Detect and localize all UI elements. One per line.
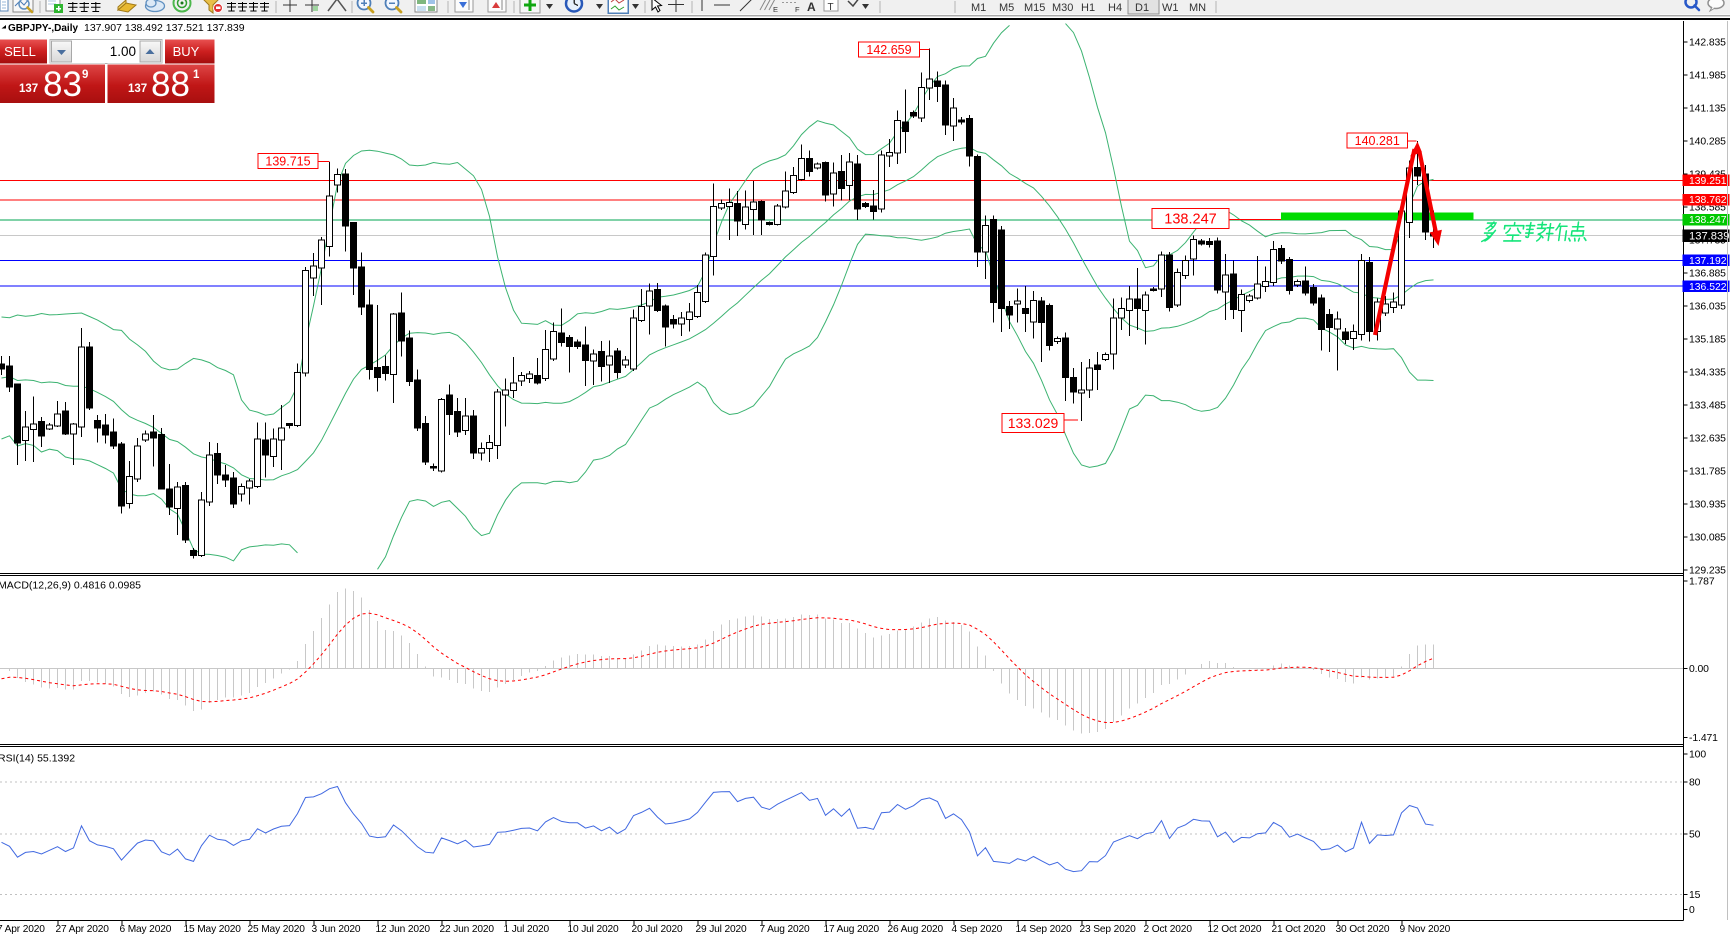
svg-text:137: 137	[128, 83, 147, 95]
svg-text:20 Jul 2020: 20 Jul 2020	[632, 924, 684, 935]
svg-text:1: 1	[193, 69, 200, 81]
svg-text:137.907 138.492 137.521 137.83: 137.907 138.492 137.521 137.839	[84, 22, 245, 34]
svg-text:M1: M1	[971, 2, 986, 14]
svg-text:138.762: 138.762	[1689, 195, 1727, 206]
svg-text:MACD(12,26,9) 0.4816 0.0985: MACD(12,26,9) 0.4816 0.0985	[0, 580, 141, 592]
svg-text:15 May 2020: 15 May 2020	[184, 924, 242, 935]
svg-text:138.585: 138.585	[1689, 203, 1726, 214]
svg-text:25 May 2020: 25 May 2020	[248, 924, 306, 935]
svg-text:2 Oct 2020: 2 Oct 2020	[1144, 924, 1193, 935]
svg-text:138.247: 138.247	[1689, 215, 1727, 226]
svg-text:140.281: 140.281	[1355, 134, 1400, 148]
svg-text:0.00: 0.00	[1689, 664, 1709, 675]
svg-text:142.659: 142.659	[866, 43, 911, 57]
svg-text:21 Oct 2020: 21 Oct 2020	[1272, 924, 1326, 935]
svg-text:RSI(14) 55.1392: RSI(14) 55.1392	[0, 753, 75, 765]
svg-text:17 Aug 2020: 17 Aug 2020	[824, 924, 880, 935]
svg-text:H4: H4	[1108, 2, 1122, 14]
svg-text:10 Jul 2020: 10 Jul 2020	[568, 924, 620, 935]
svg-text:M15: M15	[1024, 2, 1045, 14]
svg-text:SELL: SELL	[4, 44, 36, 59]
svg-text:H1: H1	[1081, 2, 1095, 14]
svg-text:E: E	[773, 5, 778, 14]
svg-text:F: F	[795, 5, 800, 14]
svg-text:12 Jun 2020: 12 Jun 2020	[376, 924, 431, 935]
svg-text:138.247: 138.247	[1164, 212, 1216, 228]
svg-text:139.251: 139.251	[1689, 176, 1727, 187]
svg-text:131.785: 131.785	[1689, 467, 1726, 478]
svg-text:137.839: 137.839	[1689, 231, 1729, 243]
svg-text:27 Apr 2020: 27 Apr 2020	[56, 924, 110, 935]
svg-text:D1: D1	[1135, 2, 1149, 14]
svg-text:134.335: 134.335	[1689, 368, 1726, 379]
svg-text:7 Aug 2020: 7 Aug 2020	[760, 924, 811, 935]
svg-text:88: 88	[151, 65, 190, 104]
svg-text:80: 80	[1689, 778, 1701, 789]
svg-text:12 Oct 2020: 12 Oct 2020	[1208, 924, 1262, 935]
svg-text:14 Sep 2020: 14 Sep 2020	[1016, 924, 1073, 935]
svg-text:129.235: 129.235	[1689, 566, 1726, 577]
svg-text:137.192: 137.192	[1689, 256, 1727, 267]
svg-text:3 Jun 2020: 3 Jun 2020	[312, 924, 361, 935]
svg-text:A: A	[807, 0, 816, 14]
svg-text:9 Nov 2020: 9 Nov 2020	[1400, 924, 1451, 935]
svg-text:4 Sep 2020: 4 Sep 2020	[952, 924, 1003, 935]
svg-text:141.135: 141.135	[1689, 104, 1726, 115]
svg-text:-1.471: -1.471	[1689, 733, 1718, 744]
svg-text:23 Sep 2020: 23 Sep 2020	[1080, 924, 1137, 935]
svg-text:100: 100	[1689, 750, 1706, 761]
svg-text:50: 50	[1689, 830, 1701, 841]
svg-text:M5: M5	[999, 2, 1014, 14]
svg-text:140.285: 140.285	[1689, 137, 1726, 148]
svg-text:136.885: 136.885	[1689, 269, 1726, 280]
svg-text:135.185: 135.185	[1689, 335, 1726, 346]
svg-text:GBPJPY-,Daily: GBPJPY-,Daily	[8, 23, 78, 34]
svg-text:BUY: BUY	[173, 44, 200, 59]
svg-text:132.635: 132.635	[1689, 434, 1726, 445]
svg-text:136.035: 136.035	[1689, 302, 1726, 313]
svg-text:M30: M30	[1052, 2, 1073, 14]
svg-text:142.835: 142.835	[1689, 38, 1726, 49]
svg-text:130.085: 130.085	[1689, 533, 1726, 544]
svg-text:29 Jul 2020: 29 Jul 2020	[696, 924, 748, 935]
svg-text:133.029: 133.029	[1008, 415, 1059, 431]
svg-text:139.715: 139.715	[265, 155, 310, 169]
svg-text:133.485: 133.485	[1689, 401, 1726, 412]
svg-text:26 Aug 2020: 26 Aug 2020	[888, 924, 944, 935]
svg-text:W1: W1	[1162, 2, 1179, 14]
svg-text:130.935: 130.935	[1689, 500, 1726, 511]
svg-text:6 May 2020: 6 May 2020	[120, 924, 172, 935]
svg-text:136.522: 136.522	[1689, 282, 1727, 293]
svg-text:15: 15	[1689, 890, 1701, 901]
svg-text:1 Jul 2020: 1 Jul 2020	[504, 924, 550, 935]
svg-text:9: 9	[82, 69, 88, 81]
svg-text:30 Oct 2020: 30 Oct 2020	[1336, 924, 1390, 935]
svg-text:83: 83	[43, 65, 82, 104]
svg-text:141.985: 141.985	[1689, 71, 1726, 82]
svg-text:0: 0	[1689, 905, 1695, 916]
svg-text:137: 137	[19, 83, 38, 95]
svg-text:1.00: 1.00	[110, 44, 136, 59]
svg-text:17 Apr 2020: 17 Apr 2020	[0, 924, 45, 935]
svg-text:MN: MN	[1189, 2, 1206, 14]
svg-text:1.787: 1.787	[1689, 577, 1715, 588]
svg-text:T: T	[828, 2, 834, 13]
svg-text:22 Jun 2020: 22 Jun 2020	[440, 924, 495, 935]
